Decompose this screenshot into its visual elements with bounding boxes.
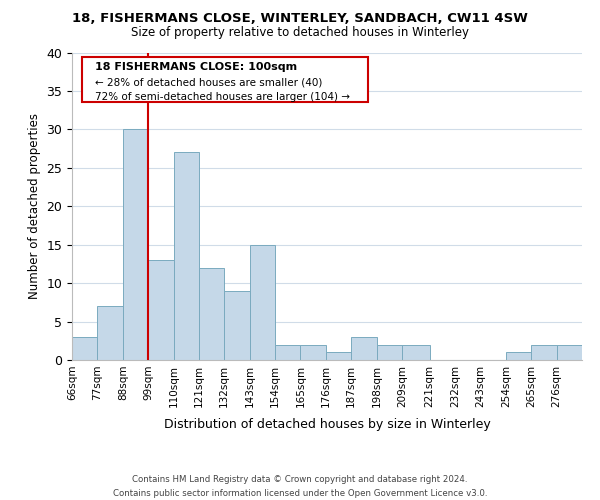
Bar [275, 344, 301, 360]
Bar [199, 268, 224, 360]
Text: 18 FISHERMANS CLOSE: 100sqm: 18 FISHERMANS CLOSE: 100sqm [95, 62, 297, 72]
Bar [123, 130, 148, 360]
Bar [377, 344, 402, 360]
Y-axis label: Number of detached properties: Number of detached properties [28, 114, 41, 299]
Bar [173, 152, 199, 360]
Bar [506, 352, 531, 360]
Text: 18, FISHERMANS CLOSE, WINTERLEY, SANDBACH, CW11 4SW: 18, FISHERMANS CLOSE, WINTERLEY, SANDBAC… [72, 12, 528, 26]
Bar [97, 306, 123, 360]
Bar [326, 352, 351, 360]
Bar [250, 244, 275, 360]
Bar [557, 344, 582, 360]
Text: 72% of semi-detached houses are larger (104) →: 72% of semi-detached houses are larger (… [95, 92, 350, 102]
Bar [301, 344, 326, 360]
Text: ← 28% of detached houses are smaller (40): ← 28% of detached houses are smaller (40… [95, 77, 322, 87]
Text: Contains HM Land Registry data © Crown copyright and database right 2024.
Contai: Contains HM Land Registry data © Crown c… [113, 476, 487, 498]
Bar [402, 344, 430, 360]
FancyBboxPatch shape [82, 57, 368, 102]
Bar [148, 260, 173, 360]
Text: Size of property relative to detached houses in Winterley: Size of property relative to detached ho… [131, 26, 469, 39]
Bar [224, 291, 250, 360]
Bar [72, 337, 97, 360]
Bar [531, 344, 557, 360]
X-axis label: Distribution of detached houses by size in Winterley: Distribution of detached houses by size … [164, 418, 490, 431]
Bar [351, 337, 377, 360]
